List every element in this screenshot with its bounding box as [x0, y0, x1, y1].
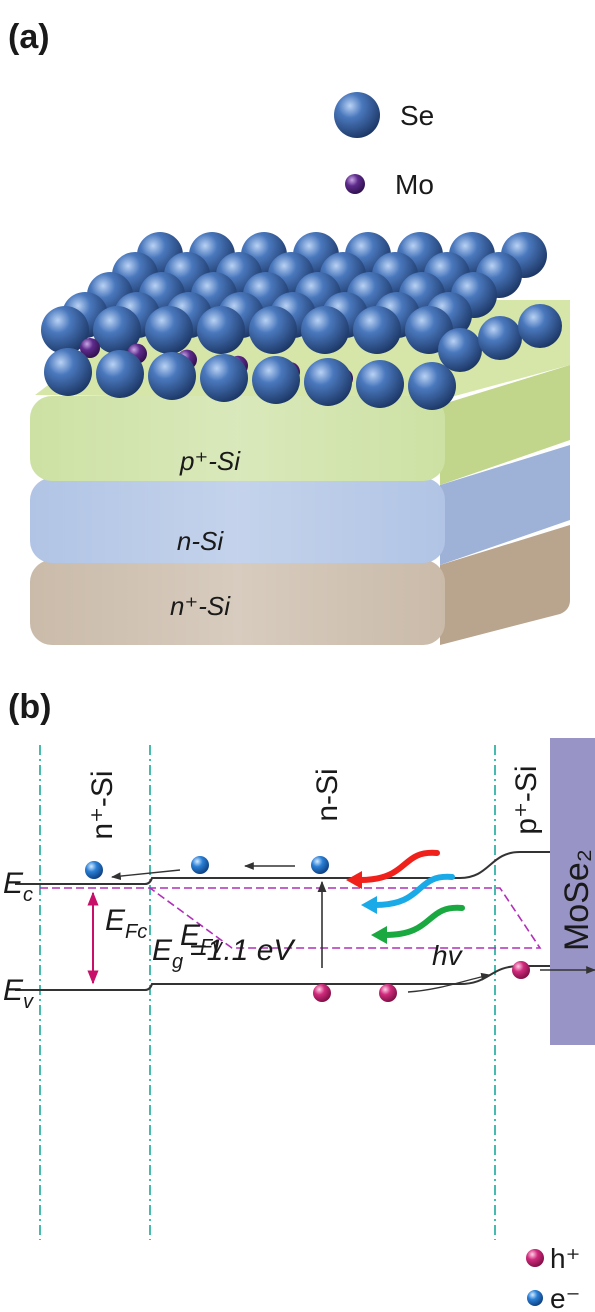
region-label: n-Si	[311, 768, 344, 821]
legend-label: Mo	[395, 169, 434, 200]
atom	[145, 306, 193, 354]
electron-legend-ball	[527, 1290, 543, 1306]
atom	[408, 362, 456, 410]
atom	[478, 316, 522, 360]
layer-label: p⁺-Si	[179, 446, 241, 476]
gap-label: Eg=1.1 eV	[152, 934, 296, 973]
atom	[356, 360, 404, 408]
atom	[200, 354, 248, 402]
atom	[148, 352, 196, 400]
level-label: Ev	[3, 974, 34, 1013]
figure: (a) Se Mo p⁺-Si n-Si n⁺-Si (b) MoSe₂ n⁺-…	[0, 0, 595, 1312]
atom	[304, 358, 352, 406]
hole-legend-ball	[526, 1249, 544, 1267]
legend-label: e⁻	[550, 1283, 580, 1312]
atom	[301, 306, 349, 354]
holes	[313, 961, 530, 1002]
legend-label: h⁺	[550, 1243, 580, 1274]
legend-label: Se	[400, 100, 434, 131]
layer-label: n⁺-Si	[170, 591, 231, 621]
atom	[252, 356, 300, 404]
atom	[249, 306, 297, 354]
se-legend-ball	[334, 92, 380, 138]
mo-legend-ball	[345, 174, 365, 194]
atom	[96, 350, 144, 398]
panel-label: (b)	[8, 688, 51, 726]
atom	[438, 328, 482, 372]
atom	[518, 304, 562, 348]
panel-label: (a)	[8, 18, 50, 56]
atom	[353, 306, 401, 354]
level-label: EFc	[105, 904, 147, 943]
contact-label: MoSe₂	[558, 849, 595, 951]
region-label: p⁺-Si	[510, 765, 543, 834]
atom	[197, 306, 245, 354]
region-label: n⁺-Si	[86, 770, 119, 839]
photons	[346, 853, 462, 944]
atom	[44, 348, 92, 396]
photon-label: hv	[432, 940, 464, 971]
level-label: Ec	[3, 867, 33, 906]
layer-label: n-Si	[177, 526, 224, 556]
